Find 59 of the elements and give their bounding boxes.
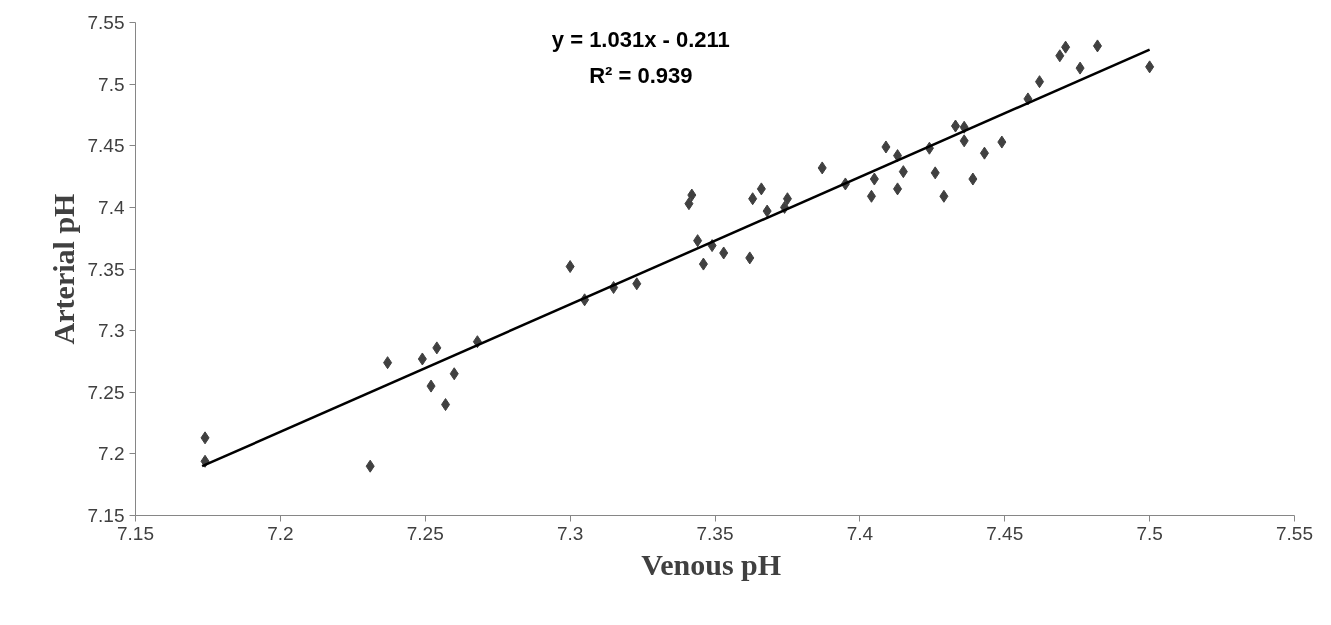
y-tick-label: 7.4 xyxy=(98,196,125,218)
point xyxy=(869,172,879,186)
point xyxy=(417,352,427,366)
x-tick-label: 7.55 xyxy=(1276,522,1313,544)
point xyxy=(1145,60,1155,74)
point xyxy=(687,188,697,202)
point xyxy=(719,246,729,260)
point xyxy=(565,260,575,274)
annotation: R² = 0.939 xyxy=(589,62,693,88)
point xyxy=(745,251,755,265)
point xyxy=(1035,75,1045,89)
point xyxy=(756,182,766,196)
point xyxy=(200,431,210,445)
point xyxy=(979,146,989,160)
annotation: y = 1.031x - 0.211 xyxy=(551,27,730,53)
y-tick-label: 7.5 xyxy=(98,73,125,95)
x-tick-label: 7.25 xyxy=(406,522,444,544)
x-axis-title: Venous pH xyxy=(641,547,782,581)
point xyxy=(432,341,442,355)
x-tick-label: 7.35 xyxy=(696,522,734,544)
point xyxy=(959,134,969,148)
point xyxy=(893,182,903,196)
x-tick-label: 7.45 xyxy=(986,522,1024,544)
point xyxy=(632,277,642,291)
point xyxy=(1055,49,1065,63)
point xyxy=(1092,39,1102,53)
point xyxy=(817,161,827,175)
point xyxy=(762,204,772,218)
x-tick-label: 7.5 xyxy=(1136,522,1163,544)
point xyxy=(365,459,375,473)
point xyxy=(930,166,940,180)
point xyxy=(881,140,891,154)
y-tick-label: 7.35 xyxy=(87,258,125,280)
point xyxy=(950,119,960,133)
y-tick-label: 7.45 xyxy=(87,135,125,157)
point xyxy=(449,367,459,381)
point xyxy=(1075,61,1085,75)
y-tick-label: 7.25 xyxy=(87,381,125,403)
point xyxy=(698,257,708,271)
x-tick-label: 7.4 xyxy=(846,522,874,544)
point xyxy=(939,189,949,203)
point xyxy=(997,135,1007,149)
point xyxy=(441,398,451,412)
y-tick-label: 7.2 xyxy=(98,443,125,465)
point xyxy=(866,189,876,203)
point xyxy=(426,379,436,393)
y-tick-label: 7.3 xyxy=(98,320,125,342)
point xyxy=(748,192,758,206)
point xyxy=(684,197,694,211)
y-axis-title: Arterial pH xyxy=(46,193,80,345)
point xyxy=(693,234,703,248)
point xyxy=(383,356,393,370)
y-tick-label: 7.55 xyxy=(87,12,125,33)
point xyxy=(898,165,908,179)
point xyxy=(1061,40,1071,54)
x-tick-label: 7.3 xyxy=(556,522,584,544)
point xyxy=(782,192,792,206)
x-tick-label: 7.2 xyxy=(267,522,294,544)
point xyxy=(968,172,978,186)
